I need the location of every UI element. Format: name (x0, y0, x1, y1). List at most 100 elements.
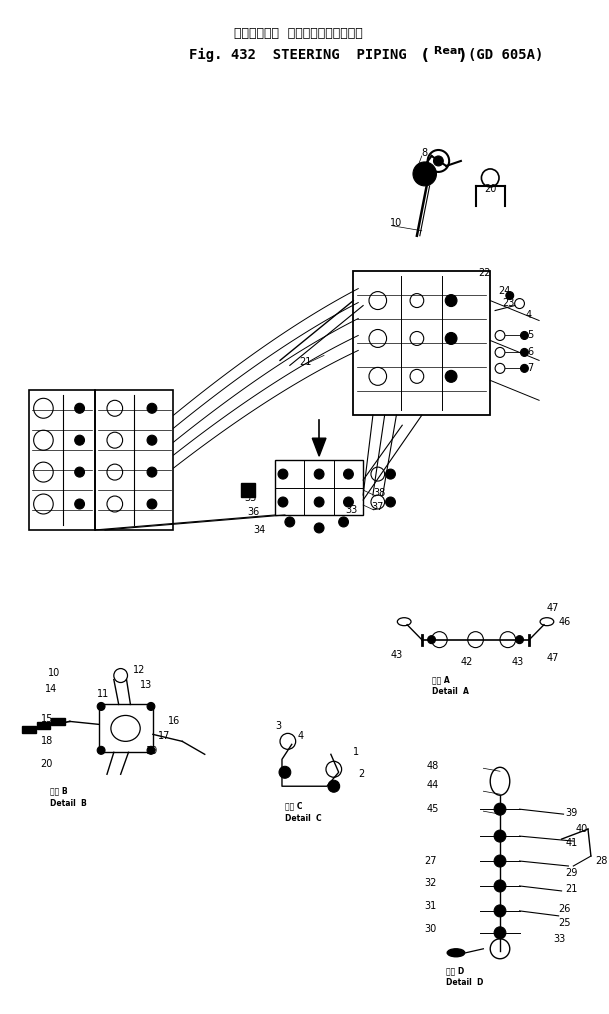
Text: 26: 26 (558, 903, 571, 914)
Bar (29, 390, 95, 530)
Text: Detail  A: Detail A (432, 687, 468, 696)
Text: 3: 3 (275, 721, 281, 731)
Text: 19: 19 (146, 746, 158, 756)
Text: 2: 2 (358, 770, 364, 780)
Text: 21: 21 (566, 884, 578, 894)
Text: 5: 5 (527, 331, 533, 341)
Circle shape (147, 703, 155, 711)
Circle shape (279, 767, 290, 779)
Text: 10: 10 (48, 667, 60, 677)
Circle shape (285, 517, 295, 527)
Text: 図示 D: 図示 D (446, 966, 465, 975)
Text: 44: 44 (427, 780, 439, 790)
Circle shape (147, 499, 157, 509)
Circle shape (521, 332, 529, 340)
Circle shape (314, 497, 324, 507)
Text: 30: 30 (424, 924, 437, 934)
Circle shape (147, 746, 155, 754)
Text: 37: 37 (371, 502, 383, 512)
Text: 45: 45 (427, 804, 439, 814)
Text: 12: 12 (133, 664, 146, 674)
Circle shape (97, 746, 105, 754)
Text: 1: 1 (353, 747, 359, 757)
Text: 33: 33 (345, 505, 357, 515)
Circle shape (494, 904, 506, 917)
Circle shape (428, 636, 435, 644)
Circle shape (385, 497, 395, 507)
Text: 48: 48 (427, 762, 439, 772)
Circle shape (314, 469, 324, 479)
Text: 14: 14 (46, 684, 58, 695)
Text: Detail  D: Detail D (446, 979, 484, 988)
Text: 4: 4 (526, 309, 532, 319)
Text: 27: 27 (424, 856, 437, 866)
Bar (22, 726, 35, 733)
Text: 40: 40 (576, 824, 588, 835)
Text: 39: 39 (566, 808, 578, 818)
Circle shape (494, 927, 506, 939)
Text: 6: 6 (527, 348, 533, 357)
Text: (: ( (422, 48, 429, 63)
Text: 34: 34 (253, 525, 266, 535)
Circle shape (97, 703, 105, 711)
Circle shape (147, 467, 157, 477)
Circle shape (343, 497, 353, 507)
Text: 16: 16 (167, 717, 180, 726)
Text: 33: 33 (554, 934, 566, 944)
Text: 22: 22 (479, 268, 491, 278)
Text: 20: 20 (40, 759, 53, 770)
Text: 43: 43 (512, 657, 524, 666)
Text: 13: 13 (140, 679, 152, 690)
Circle shape (147, 404, 157, 414)
Text: 28: 28 (595, 856, 607, 866)
Text: 18: 18 (40, 736, 53, 746)
Circle shape (278, 497, 288, 507)
Text: 47: 47 (547, 653, 559, 662)
Text: 図示 C: 図示 C (285, 802, 303, 810)
Text: 10: 10 (390, 218, 402, 228)
Circle shape (339, 517, 348, 527)
Bar (37, 722, 51, 729)
Text: 21: 21 (300, 357, 312, 367)
Text: 47: 47 (547, 602, 559, 612)
Text: 図示 B: 図示 B (51, 787, 68, 796)
Text: 7: 7 (527, 363, 533, 373)
Circle shape (506, 292, 513, 299)
Bar (99, 705, 153, 752)
Bar (275, 460, 363, 515)
Text: 35: 35 (244, 493, 256, 503)
Circle shape (516, 636, 524, 644)
Polygon shape (312, 438, 326, 456)
Text: 17: 17 (158, 731, 170, 741)
Text: 41: 41 (566, 839, 578, 848)
Text: ): ) (459, 48, 466, 63)
Text: 38: 38 (373, 488, 385, 498)
Text: Detail  B: Detail B (51, 799, 87, 808)
Text: 36: 36 (248, 507, 260, 517)
Circle shape (494, 880, 506, 892)
Circle shape (75, 404, 85, 414)
Text: 42: 42 (461, 657, 473, 666)
Text: 43: 43 (390, 650, 403, 659)
Circle shape (434, 156, 443, 166)
Text: 15: 15 (40, 715, 53, 724)
Text: 29: 29 (566, 868, 578, 878)
Bar (95, 390, 174, 530)
Text: 8: 8 (422, 148, 428, 158)
Circle shape (314, 523, 324, 533)
Circle shape (278, 469, 288, 479)
Circle shape (445, 333, 457, 345)
Text: Fig. 432  STEERING  PIPING: Fig. 432 STEERING PIPING (189, 48, 407, 62)
Text: 25: 25 (558, 918, 571, 928)
Circle shape (413, 162, 437, 186)
Circle shape (494, 830, 506, 842)
Circle shape (494, 803, 506, 815)
Text: (GD 605A): (GD 605A) (468, 49, 543, 62)
Circle shape (75, 467, 85, 477)
Text: 24: 24 (498, 286, 510, 296)
Circle shape (445, 370, 457, 382)
Bar (353, 271, 490, 416)
Circle shape (385, 469, 395, 479)
Text: Detail  C: Detail C (285, 813, 322, 822)
Circle shape (343, 469, 353, 479)
